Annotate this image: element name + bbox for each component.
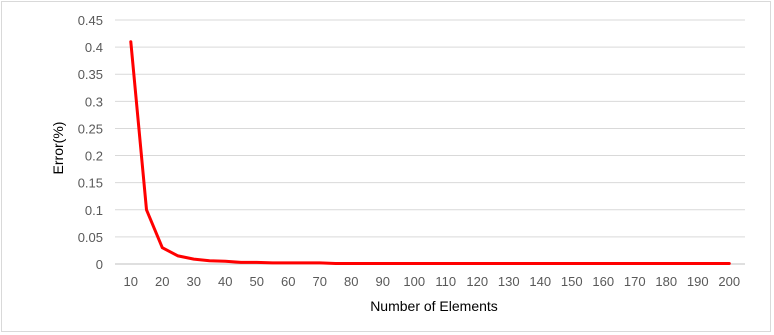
x-tick-label: 20 xyxy=(155,274,169,289)
gridlines xyxy=(115,19,745,265)
y-tick-label: 0.3 xyxy=(85,94,103,109)
x-tick-label: 120 xyxy=(466,274,488,289)
y-tick-label: 0 xyxy=(96,257,103,272)
series-line xyxy=(129,40,731,265)
x-axis-ticks: 10 20 30 40 50 60 70 80 90 100 110 120 130 140 150 160 1… xyxy=(124,274,741,289)
x-tick-label: 90 xyxy=(376,274,390,289)
y-tick-label: 0.35 xyxy=(78,67,103,82)
x-tick-label: 30 xyxy=(187,274,201,289)
y-axis-ticks: 0 0.05 0.1 0.15 0.2 0.25 0.3 0.35 0.4 0.45 xyxy=(78,13,103,272)
x-tick-label: 160 xyxy=(592,274,614,289)
x-tick-label: 140 xyxy=(529,274,551,289)
y-axis-title: Error(%) xyxy=(50,122,66,175)
series-layer xyxy=(129,40,731,265)
y-tick-label: 0.05 xyxy=(78,230,103,245)
x-tick-label: 40 xyxy=(218,274,232,289)
y-tick-label: 0.45 xyxy=(78,13,103,28)
y-tick-label: 0.1 xyxy=(85,203,103,218)
x-tick-label: 100 xyxy=(403,274,425,289)
y-tick-label: 0.15 xyxy=(78,176,103,191)
x-tick-label: 130 xyxy=(498,274,520,289)
x-tick-label: 150 xyxy=(561,274,583,289)
x-axis-title: Number of Elements xyxy=(370,298,498,314)
y-tick-label: 0.4 xyxy=(85,40,103,55)
y-tick-label: 0.25 xyxy=(78,121,103,136)
x-tick-label: 190 xyxy=(687,274,709,289)
x-tick-label: 10 xyxy=(124,274,138,289)
y-tick-label: 0.2 xyxy=(85,149,103,164)
x-tick-label: 110 xyxy=(435,274,456,289)
x-tick-label: 70 xyxy=(313,274,327,289)
x-tick-label: 200 xyxy=(718,274,740,289)
x-tick-label: 50 xyxy=(250,274,264,289)
x-tick-label: 60 xyxy=(281,274,295,289)
x-tick-label: 180 xyxy=(655,274,677,289)
x-tick-label: 80 xyxy=(344,274,358,289)
x-tick-label: 170 xyxy=(624,274,646,289)
